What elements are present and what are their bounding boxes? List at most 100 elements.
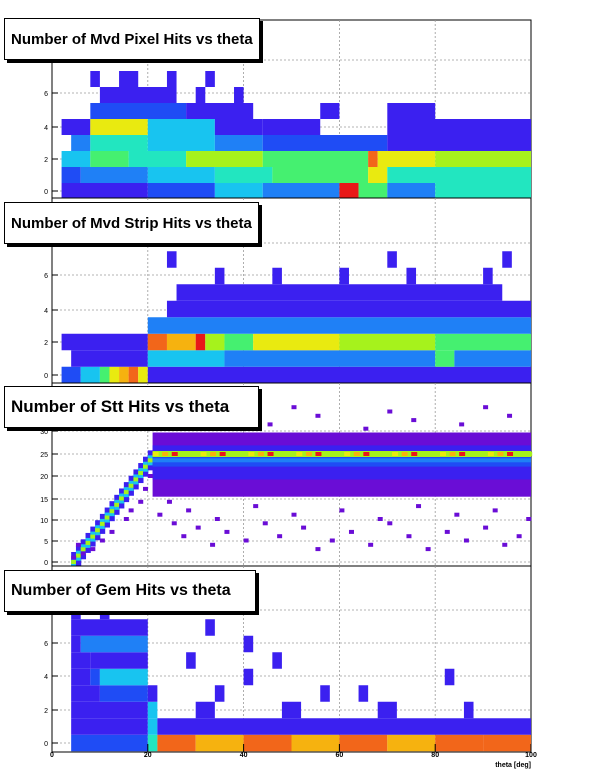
heatmap-cell [444,668,455,686]
plateau-peak [171,452,178,456]
plateau-peak [401,452,408,456]
scatter-cell [143,486,149,491]
heatmap-cell [166,300,531,318]
heatmap-cell [234,87,244,103]
plateau-peak [181,452,188,456]
heatmap-cell [71,619,148,636]
heatmap-cell [272,652,282,669]
heatmap-cell [90,135,148,151]
scatter-cell [425,547,431,552]
y-tick-label: 6 [44,91,48,98]
scatter-cell [459,422,465,427]
heatmap-cell [435,350,455,367]
heatmap-cell [166,333,196,351]
gem-title: Number of Gem Hits vs theta [4,570,256,612]
heatmap-cell [61,151,91,167]
heatmap-cell [262,119,321,135]
heatmap-cell [147,734,158,752]
x-tick-label: 40 [240,752,248,759]
heatmap-cell [214,135,263,151]
scatter-cell [224,529,230,534]
ramp-cell [119,496,125,501]
scatter-cell [138,499,144,504]
plateau-peak [459,452,466,456]
heatmap-cell [166,251,177,268]
heatmap-cell [147,333,167,351]
heatmap-cell [243,668,254,686]
heatmap-cell [243,734,292,752]
heatmap-cell [214,267,225,285]
ramp-cell [80,547,87,552]
scatter-cell [80,551,86,556]
plateau-peak [305,452,312,456]
heatmap-cell [195,87,206,103]
ramp-cell [147,458,154,463]
x-tick-label: 80 [431,752,439,759]
heatmap-cell [90,71,100,87]
heatmap-cell [272,167,369,183]
scatter-cell [526,517,532,521]
heatmap-cell [195,701,215,719]
y-tick-label: 0 [44,189,48,196]
heatmap-cell [61,119,91,135]
heatmap-cell [262,135,388,151]
ramp-cell [99,521,106,526]
heatmap-cell [71,668,91,686]
y-tick-label: 8 [44,241,48,248]
plateau-band [152,451,531,457]
heatmap-cell [281,701,302,719]
heatmap-cell [90,119,148,135]
heatmap-cell [406,267,417,285]
heatmap-cell [71,701,148,719]
plateau-band [152,458,531,463]
heatmap-cell [90,668,100,686]
plateau-peak [449,452,456,456]
plateau-peak [392,452,399,456]
heatmap-cell [320,685,330,702]
y-tick-label: 15 [40,497,48,504]
heatmap-cell [147,718,158,735]
scatter-cell [301,525,307,530]
heatmap-cell [99,685,148,702]
heatmap-cell [463,701,474,719]
heatmap-cell [262,183,340,199]
heatmap-cell [205,619,215,636]
plateau-peak [353,452,360,456]
ramp-cell [143,464,149,469]
scatter-cell [253,504,259,509]
plateau-peak [439,452,446,456]
heatmap-cell [387,734,436,752]
plateau-peak [363,452,370,456]
heatmap-cell [99,366,110,384]
heatmap-cell [99,87,177,103]
heatmap-cell [358,183,388,199]
scatter-cell [166,499,172,504]
plateau-peak [200,452,207,456]
scatter-cell [171,521,177,526]
scatter-cell [291,405,297,410]
plateau-peak [286,452,293,456]
plateau-peak [497,452,504,456]
ramp-cell [109,509,115,514]
scatter-cell [411,418,417,423]
heatmap-cell [387,103,436,119]
scatter-cell [339,508,345,513]
mvd-pixel-title: Number of Mvd Pixel Hits vs theta [4,18,260,60]
ramp-cell [90,534,96,539]
scatter-cell [463,538,469,543]
heatmap-cell [61,333,148,351]
scatter-cell [157,512,163,517]
y-tick-label: 0 [44,741,48,748]
heatmap-cell [71,734,148,752]
heatmap-cell [377,151,436,167]
heatmap-cell [368,151,378,167]
heatmap-cell [71,718,148,735]
plateau-peak [152,452,159,456]
scatter-cell [483,525,489,530]
scatter-cell [99,538,105,543]
y-tick-label: 4 [44,308,48,315]
y-tick-label: 0 [44,373,48,380]
scatter-cell [507,413,513,418]
plateau-peak [248,452,255,456]
plateau-peak [334,452,341,456]
